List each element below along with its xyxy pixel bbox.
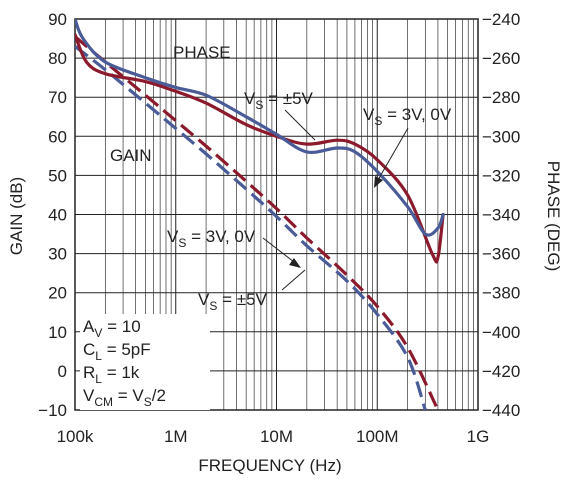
y-right-tick-label: −240 [482, 10, 520, 29]
x-axis-title: FREQUENCY (Hz) [198, 456, 341, 475]
leader-vs-pm5v-gain [281, 269, 306, 291]
leader-vs-3v-phase [377, 127, 409, 181]
y-right-tick-label: −420 [482, 362, 520, 381]
annotation-vs-pm5v-gain: VS = ±5V [198, 290, 268, 313]
annotation-vs-3v-phase: VS = 3V, 0V [363, 105, 452, 128]
y-left-tick-label: 0 [58, 362, 67, 381]
condition-cl: CL = 5pF [83, 340, 151, 363]
y-right-tick-label: −300 [482, 127, 520, 146]
x-tick-label: 1M [164, 427, 188, 446]
y-right-tick-label: −340 [482, 206, 520, 225]
leader-vs-pm5v-phase [284, 109, 316, 141]
arrowhead-vs-3v-phase [374, 176, 383, 188]
y-right-tick-label: −320 [482, 166, 520, 185]
y-axis-left-title: GAIN (dB) [7, 177, 26, 255]
annotation-vs-3v-gain: VS = 3V, 0V [167, 227, 256, 250]
y-right-tick-label: −260 [482, 49, 520, 68]
phase-series-vs-pm5v [75, 33, 445, 264]
x-tick-label: 1G [467, 427, 490, 446]
tick-labels: 100k 1M 10M 100M 1G 90 80 70 60 50 40 30 20 10 0 −10 −24… [38, 10, 520, 446]
gain-series-vs-3v-0v [75, 45, 427, 410]
y-left-tick-label: 80 [48, 49, 67, 68]
plot-frame [74, 18, 479, 411]
y-left-tick-label: 40 [48, 206, 67, 225]
y-axis-right-title: PHASE (DEG) [544, 161, 563, 272]
y-right-tick-label: −440 [482, 401, 520, 420]
y-left-tick-label: −10 [38, 401, 67, 420]
y-left-tick-label: 90 [48, 10, 67, 29]
series-layer [75, 19, 445, 410]
y-right-tick-label: −400 [482, 323, 520, 342]
y-right-tick-label: −380 [482, 284, 520, 303]
condition-vcm: VCM = VS/2 [83, 386, 166, 409]
y-left-tick-label: 30 [48, 245, 67, 264]
conditions-box [80, 314, 210, 410]
y-right-tick-label: −280 [482, 88, 520, 107]
phase-series-vs-3v-0v [75, 19, 445, 237]
condition-rl: RL = 1k [83, 363, 140, 386]
x-tick-label: 100M [356, 427, 399, 446]
arrowhead-vs-3v-gain [289, 258, 301, 268]
x-tick-label: 100k [57, 427, 94, 446]
annotation-vs-pm5v-phase: VS = ±5V [244, 89, 314, 112]
y-left-tick-label: 60 [48, 127, 67, 146]
annotation-gain: GAIN [110, 146, 152, 165]
condition-av: AV = 10 [83, 317, 141, 340]
leader-vs-3v-gain [262, 237, 295, 263]
y-left-tick-label: 20 [48, 284, 67, 303]
x-tick-label: 10M [260, 427, 293, 446]
gain-series-vs-pm5v [75, 35, 440, 410]
y-right-tick-label: −360 [482, 245, 520, 264]
y-left-tick-label: 70 [48, 88, 67, 107]
y-left-tick-label: 50 [48, 166, 67, 185]
y-left-tick-label: 10 [48, 323, 67, 342]
annotation-phase: PHASE [173, 43, 231, 62]
